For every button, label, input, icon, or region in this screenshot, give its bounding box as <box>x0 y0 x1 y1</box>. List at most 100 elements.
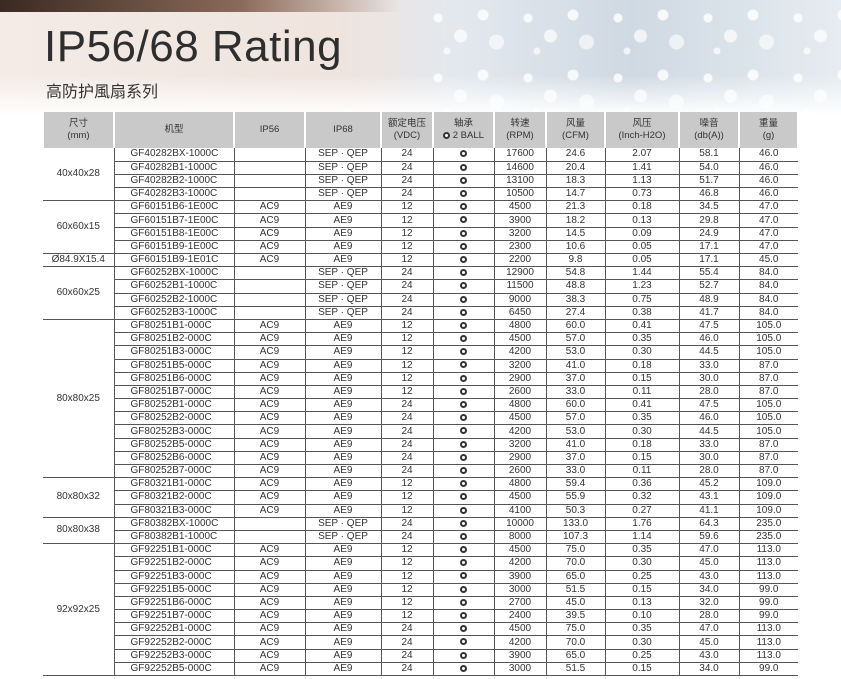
airflow-cell: 48.8 <box>545 279 605 294</box>
speed-cell: 4500 <box>493 332 546 347</box>
voltage-cell: 12 <box>380 227 433 241</box>
bearing-cell <box>432 424 494 439</box>
speed-cell: 4800 <box>493 477 546 492</box>
noise-cell: 46.8 <box>678 187 739 202</box>
speed-cell: 2300 <box>493 240 546 255</box>
model-cell: GF80251B5-000C <box>113 359 234 373</box>
airflow-cell: 60.0 <box>545 398 605 413</box>
noise-cell: 44.5 <box>678 345 739 360</box>
model-cell: GF92251B7-000C <box>113 609 234 624</box>
voltage-cell: 12 <box>380 570 433 584</box>
noise-cell: 34.0 <box>678 583 739 597</box>
airflow-cell: 45.0 <box>545 596 605 611</box>
table-row: 80x80x38 GF80382BX-1000C SEP · QEP 24 10000 1… <box>43 517 798 545</box>
airflow-cell: 37.0 <box>545 372 605 386</box>
table-row: GF80252B3-000C AC9 AE9 24 4200 53.0 0.30 44.5 10… <box>43 424 798 439</box>
ip56-cell: AC9 <box>233 385 305 400</box>
speed-cell: 4500 <box>493 200 546 215</box>
header-photo <box>0 0 841 115</box>
table-row: GF60252B3-1000C SEP · QEP 24 6450 27.4 0.38 41… <box>43 306 798 320</box>
airflow-cell: 39.5 <box>545 609 605 624</box>
ip56-cell: AC9 <box>233 464 305 479</box>
noise-cell: 45.0 <box>678 635 739 650</box>
model-cell: GF80252B7-000C <box>113 464 234 479</box>
speed-cell: 4200 <box>493 635 546 650</box>
table-row: GF40282B1-1000C SEP · QEP 24 14600 20.4 1.41 5… <box>43 161 798 175</box>
weight-cell: 105.0 <box>738 398 798 413</box>
weight-cell: 105.0 <box>738 319 798 334</box>
table-row: GF92252B3-000C AC9 AE9 24 3900 65.0 0.25 43.0 11… <box>43 649 798 663</box>
ip56-cell: AC9 <box>233 504 305 518</box>
model-cell: GF60151B9-1E00C <box>113 240 234 255</box>
ip68-cell: AE9 <box>304 556 381 571</box>
model-cell: GF40282B3-1000C <box>113 187 234 202</box>
bearing-cell <box>432 332 494 347</box>
pressure-cell: 0.13 <box>604 596 679 611</box>
noise-cell: 47.0 <box>678 622 739 637</box>
model-cell: GF80382B1-1000C <box>113 530 234 545</box>
pressure-cell: 0.15 <box>604 662 679 677</box>
airflow-cell: 65.0 <box>545 570 605 584</box>
pressure-cell: 0.35 <box>604 622 679 637</box>
model-cell: GF60252B2-1000C <box>113 293 234 307</box>
table-row: GF92251B3-000C AC9 AE9 12 3900 65.0 0.25 43.0 11… <box>43 570 798 584</box>
bearing-cell <box>432 517 494 531</box>
column-header-ip56: IP56 <box>233 112 306 148</box>
column-header-weight: 重量 (g) <box>738 112 799 148</box>
table-row: GF80251B2-000C AC9 AE9 12 4500 57.0 0.35 46.0 10… <box>43 332 798 347</box>
ip68-cell: SEP · QEP <box>304 306 381 320</box>
table-row: GF60252B1-1000C SEP · QEP 24 11500 48.8 1.23 5… <box>43 279 798 294</box>
airflow-cell: 38.3 <box>545 293 605 307</box>
ball-bearing-icon <box>460 598 467 606</box>
ip56-cell: AC9 <box>233 227 305 241</box>
ball-bearing-icon <box>460 585 467 593</box>
voltage-cell: 24 <box>380 635 433 650</box>
pressure-cell: 0.05 <box>604 240 679 255</box>
model-cell: GF80252B5-000C <box>113 438 234 452</box>
noise-cell: 54.0 <box>678 161 739 175</box>
noise-cell: 47.5 <box>678 398 739 413</box>
airflow-cell: 33.0 <box>545 464 605 479</box>
speed-cell: 3000 <box>493 583 546 597</box>
pressure-cell: 1.14 <box>604 530 679 545</box>
weight-cell: 109.0 <box>738 490 798 505</box>
table-row: 80x80x25 GF80251B1-000C AC9 AE9 12 4800 60.0 0.… <box>43 319 798 479</box>
noise-cell: 33.0 <box>678 438 739 452</box>
ball-bearing-icon <box>460 269 467 277</box>
ip68-cell: AE9 <box>304 240 381 255</box>
column-header-bearing: 轴承 2 BALL <box>432 112 495 148</box>
column-header-ip68: IP68 <box>304 112 382 148</box>
noise-cell: 47.5 <box>678 319 739 334</box>
header-label: (VDC) <box>393 130 421 141</box>
bearing-cell <box>432 490 494 505</box>
bearing-cell <box>432 464 494 479</box>
model-cell: GF60151B6-1E00C <box>113 200 234 215</box>
bearing-cell <box>432 398 494 413</box>
ip56-cell: AC9 <box>233 662 305 677</box>
noise-cell: 28.0 <box>678 464 739 479</box>
weight-cell: 84.0 <box>738 306 798 320</box>
weight-cell: 46.0 <box>738 161 798 175</box>
header-label: (Inch-H2O) <box>618 130 666 141</box>
airflow-cell: 10.6 <box>545 240 605 255</box>
noise-cell: 30.0 <box>678 451 739 466</box>
voltage-cell: 24 <box>380 424 433 439</box>
bearing-cell <box>432 596 494 611</box>
ball-bearing-icon <box>460 401 467 409</box>
ip68-cell: SEP · QEP <box>304 517 381 531</box>
weight-cell: 46.0 <box>738 174 798 189</box>
voltage-cell: 24 <box>380 187 433 202</box>
model-cell: GF92251B6-000C <box>113 596 234 611</box>
model-cell: GF80251B7-000C <box>113 385 234 400</box>
weight-cell: 235.0 <box>738 530 798 545</box>
ball-bearing-icon <box>460 651 467 659</box>
airflow-cell: 37.0 <box>545 451 605 466</box>
voltage-cell: 12 <box>380 583 433 597</box>
model-cell: GF80321B3-000C <box>113 504 234 518</box>
ball-bearing-icon <box>460 493 467 501</box>
model-cell: GF80382BX-1000C <box>113 517 234 531</box>
bearing-cell <box>432 345 494 360</box>
bearing-cell <box>432 227 494 241</box>
weight-cell: 87.0 <box>738 438 798 452</box>
weight-cell: 99.0 <box>738 596 798 611</box>
